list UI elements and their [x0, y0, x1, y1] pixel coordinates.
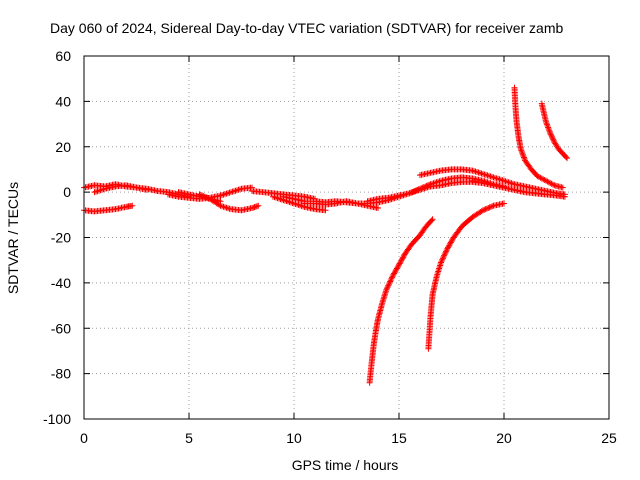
data-point-markers — [175, 189, 224, 205]
data-point-markers — [270, 193, 329, 214]
data-point-markers — [196, 191, 262, 214]
data-point-markers — [469, 177, 568, 200]
y-tick-label: 0 — [63, 184, 71, 200]
axis-ticks: 0 5 10 15 20 25 -100 -80 -60 -40 -20 0 20 40 60 — [43, 48, 617, 446]
x-tick-label: 10 — [286, 430, 302, 446]
series-track-13 — [469, 177, 568, 200]
series-track-14 — [366, 216, 436, 386]
series-track-8 — [280, 174, 507, 207]
x-tick-label: 0 — [80, 430, 88, 446]
chart-title: Day 060 of 2024, Sidereal Day-to-day VTE… — [50, 20, 563, 36]
x-tick-label: 25 — [601, 430, 617, 446]
data-point-markers — [301, 198, 381, 211]
series-track-10 — [301, 198, 381, 211]
x-tick-label: 20 — [496, 430, 512, 446]
data-point-markers — [91, 182, 150, 196]
x-tick-label: 5 — [185, 430, 193, 446]
series-track-16 — [511, 84, 566, 191]
data-points — [81, 84, 570, 386]
series-track-9 — [270, 193, 329, 214]
data-point-markers — [280, 174, 507, 207]
data-point-markers — [511, 84, 566, 191]
x-tick-label: 15 — [391, 430, 407, 446]
series-track-15 — [425, 200, 507, 352]
plot-frame — [83, 55, 610, 420]
y-tick-label: 40 — [55, 93, 71, 109]
y-tick-label: -20 — [51, 230, 71, 246]
y-tick-label: -100 — [43, 411, 71, 427]
y-tick-label: -80 — [51, 366, 71, 382]
x-axis-label: GPS time / hours — [292, 457, 399, 473]
y-tick-label: -60 — [51, 320, 71, 336]
y-tick-label: 20 — [55, 139, 71, 155]
data-point-markers — [366, 216, 436, 386]
series-track-2 — [81, 202, 136, 215]
data-point-markers — [425, 200, 507, 352]
series-track-5 — [196, 191, 262, 214]
series-track-3 — [91, 182, 150, 196]
data-point-markers — [538, 100, 570, 162]
y-tick-label: -40 — [51, 275, 71, 291]
y-axis-label: SDTVAR / TECUs — [5, 182, 21, 294]
data-point-markers — [81, 202, 136, 215]
series-track-17 — [538, 100, 570, 162]
grid-lines — [84, 56, 609, 419]
series-track-6 — [175, 189, 224, 205]
y-tick-label: 60 — [55, 48, 71, 64]
